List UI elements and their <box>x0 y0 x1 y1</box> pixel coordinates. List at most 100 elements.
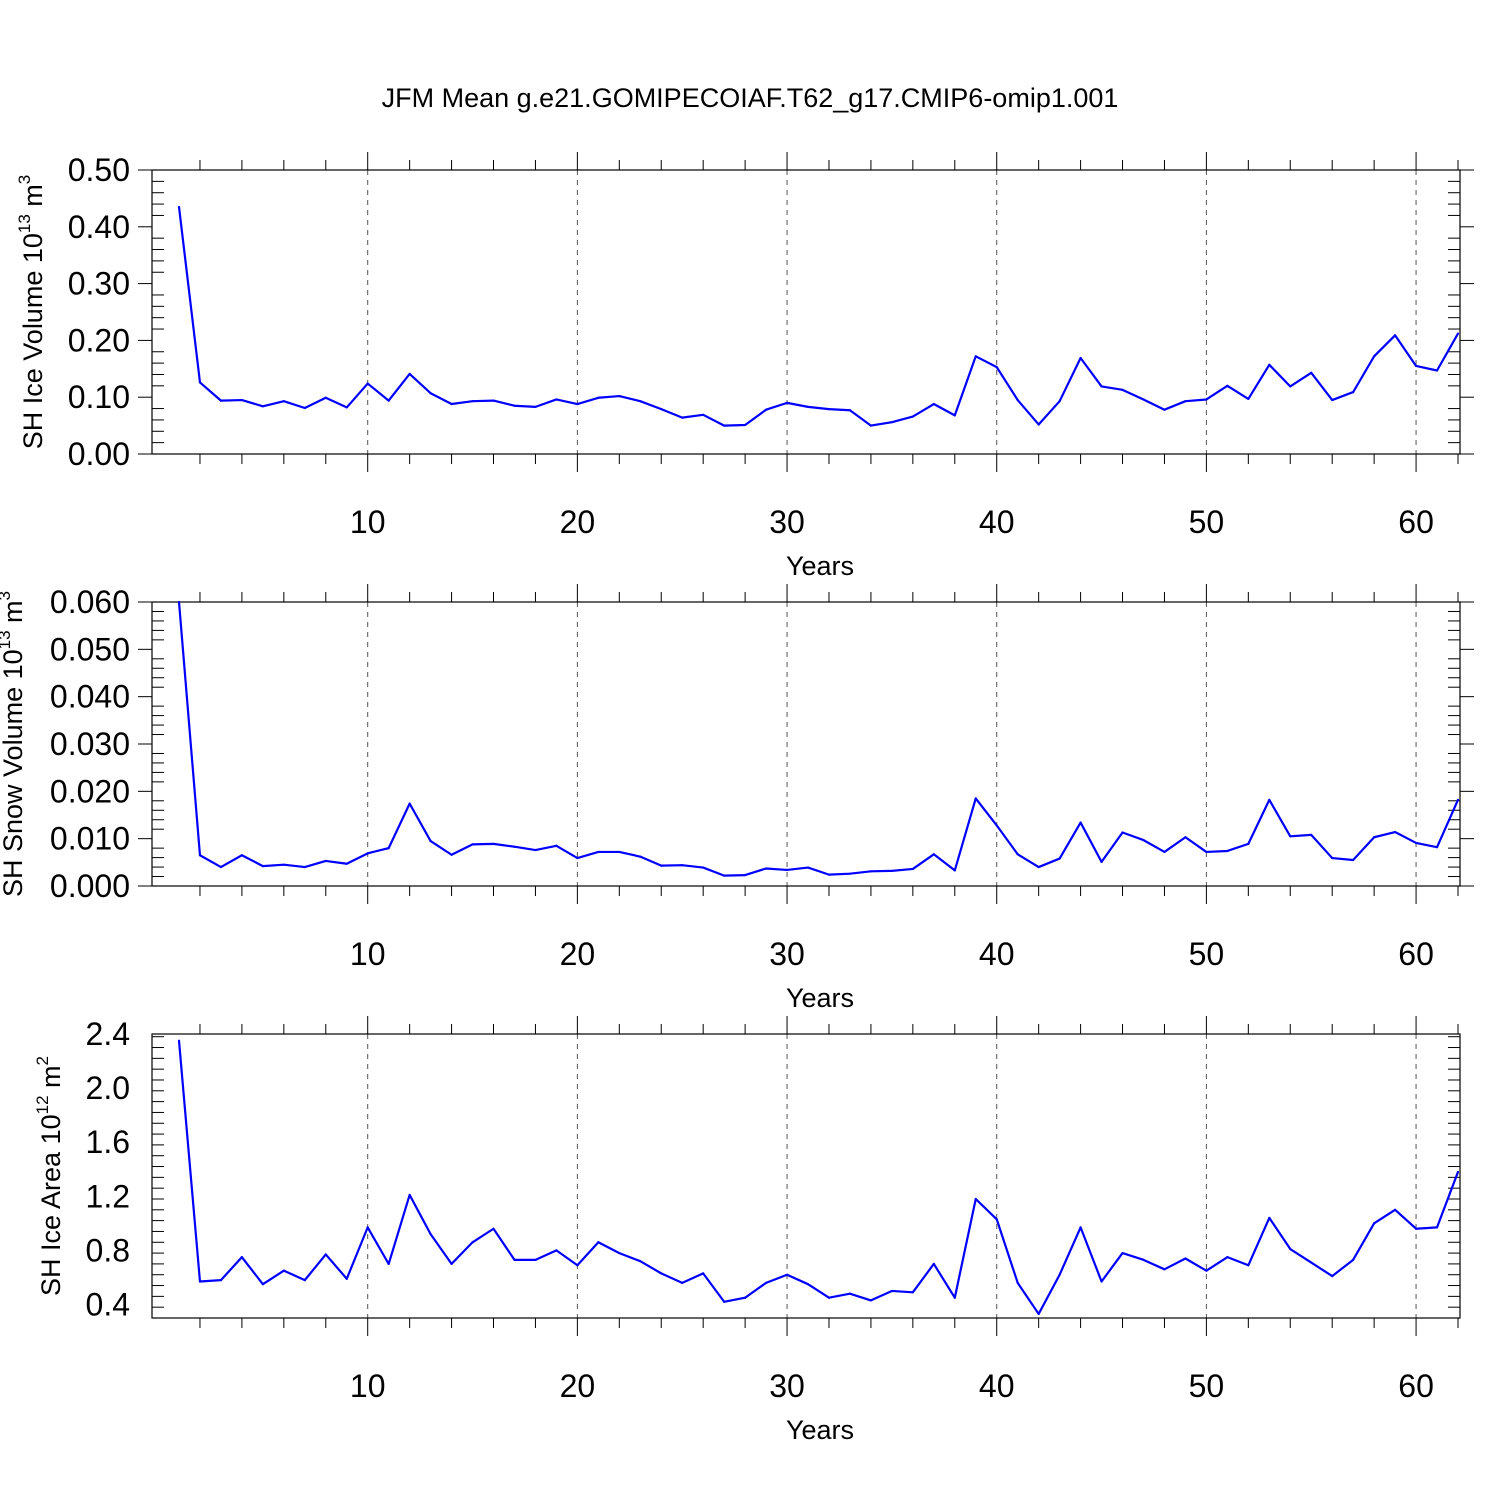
data-point <box>1142 1258 1145 1261</box>
x-tick-label: 60 <box>1398 936 1434 972</box>
data-point <box>932 402 935 406</box>
data-point <box>471 1241 474 1244</box>
panel-1: 0.00 0.10 0.20 0.30 0.40 0.50 10 20 30 40 50 60 Year… <box>15 152 1474 581</box>
data-point <box>848 872 852 875</box>
data-point <box>702 413 705 416</box>
data-point <box>1163 1268 1166 1271</box>
x-tick-label: 20 <box>560 504 596 540</box>
series-line <box>177 1040 1460 1316</box>
data-point <box>492 399 495 402</box>
data-point <box>240 854 244 857</box>
data-point <box>1456 1170 1460 1174</box>
data-point <box>1268 798 1271 801</box>
y-tick-label: 0.000 <box>50 868 130 904</box>
data-point <box>890 1289 893 1293</box>
data-point <box>1142 398 1145 401</box>
y-axis-label: SH Snow Volume 1013 m3 <box>0 591 28 897</box>
data-point <box>450 402 453 406</box>
data-point <box>806 405 810 408</box>
data-point <box>303 865 306 869</box>
data-point <box>1414 364 1418 368</box>
data-point <box>618 394 621 398</box>
data-point <box>681 1281 684 1284</box>
data-point <box>1226 849 1229 853</box>
data-point <box>177 1039 181 1042</box>
plot-frame <box>151 1033 1461 1319</box>
data-point <box>1268 363 1271 366</box>
data-point <box>492 1227 495 1230</box>
data-point <box>240 1256 244 1259</box>
data-point <box>702 1272 705 1275</box>
data-point <box>1163 408 1166 411</box>
data-point <box>576 402 579 406</box>
data-point <box>1184 400 1187 403</box>
data-point <box>744 1296 747 1299</box>
data-point <box>764 408 768 411</box>
data-point <box>1079 821 1082 824</box>
data-point <box>723 424 726 427</box>
data-point <box>1331 398 1334 402</box>
x-tick-label: 20 <box>560 936 596 972</box>
y-tick-label: 1.6 <box>86 1124 130 1160</box>
data-point <box>995 365 998 369</box>
data-point <box>1352 858 1355 862</box>
data-point <box>995 824 998 827</box>
data-point <box>261 865 264 868</box>
data-point <box>932 1262 935 1266</box>
data-point <box>1184 836 1187 839</box>
panel-2: 0.000 0.010 0.020 0.030 0.040 0.050 0.060 10 20 3… <box>0 584 1474 1013</box>
data-point <box>827 408 831 411</box>
x-axis-label: Years <box>786 1415 854 1445</box>
data-point <box>303 1279 306 1282</box>
data-point <box>785 868 789 872</box>
data-point <box>660 1272 663 1275</box>
x-tick-label: 60 <box>1398 504 1434 540</box>
data-point <box>1393 830 1397 834</box>
panel-3: 0.4 0.8 1.2 1.6 2.0 2.4 10 20 30 40 50 60 Years SH Ic… <box>33 1016 1461 1445</box>
data-point <box>261 1283 264 1286</box>
data-point <box>827 1296 831 1299</box>
data-point <box>1289 385 1292 388</box>
data-point <box>1100 1280 1103 1283</box>
y-axis-label: SH Ice Volume 1013 m3 <box>15 175 48 450</box>
data-point <box>974 1197 977 1201</box>
data-point <box>555 844 558 847</box>
data-point <box>974 797 977 800</box>
data-point <box>848 1292 852 1295</box>
data-point <box>1100 385 1103 388</box>
y-tick-label: 2.4 <box>86 1016 130 1052</box>
data-point <box>1058 1273 1061 1276</box>
data-point <box>869 424 873 427</box>
y-tick-label: 0.00 <box>68 436 130 472</box>
data-point <box>723 1300 726 1303</box>
data-point <box>408 372 411 376</box>
data-point <box>576 1264 579 1267</box>
figure-title: JFM Mean g.e21.GOMIPECOIAF.T62_g17.CMIP6… <box>382 83 1119 113</box>
data-point <box>450 1262 453 1266</box>
data-point <box>282 400 285 403</box>
data-point <box>1079 356 1082 360</box>
data-point <box>1016 853 1019 856</box>
data-point <box>1247 1264 1250 1267</box>
data-point <box>848 409 852 412</box>
data-point <box>1100 860 1103 863</box>
data-point <box>869 870 873 873</box>
data-point <box>408 1193 411 1197</box>
data-point <box>1373 355 1376 358</box>
x-tick-label: 50 <box>1189 1368 1225 1404</box>
series-line <box>177 206 1459 427</box>
data-point <box>534 1258 537 1261</box>
plot-frame <box>151 169 1461 455</box>
data-point <box>681 416 684 419</box>
data-point <box>785 1273 789 1276</box>
data-point <box>429 839 432 843</box>
x-tick-label: 50 <box>1189 504 1225 540</box>
data-point <box>177 600 181 604</box>
data-point <box>1247 842 1250 845</box>
data-point <box>576 856 579 860</box>
data-point <box>827 873 831 876</box>
data-point <box>345 1277 348 1280</box>
data-point <box>1058 857 1061 860</box>
